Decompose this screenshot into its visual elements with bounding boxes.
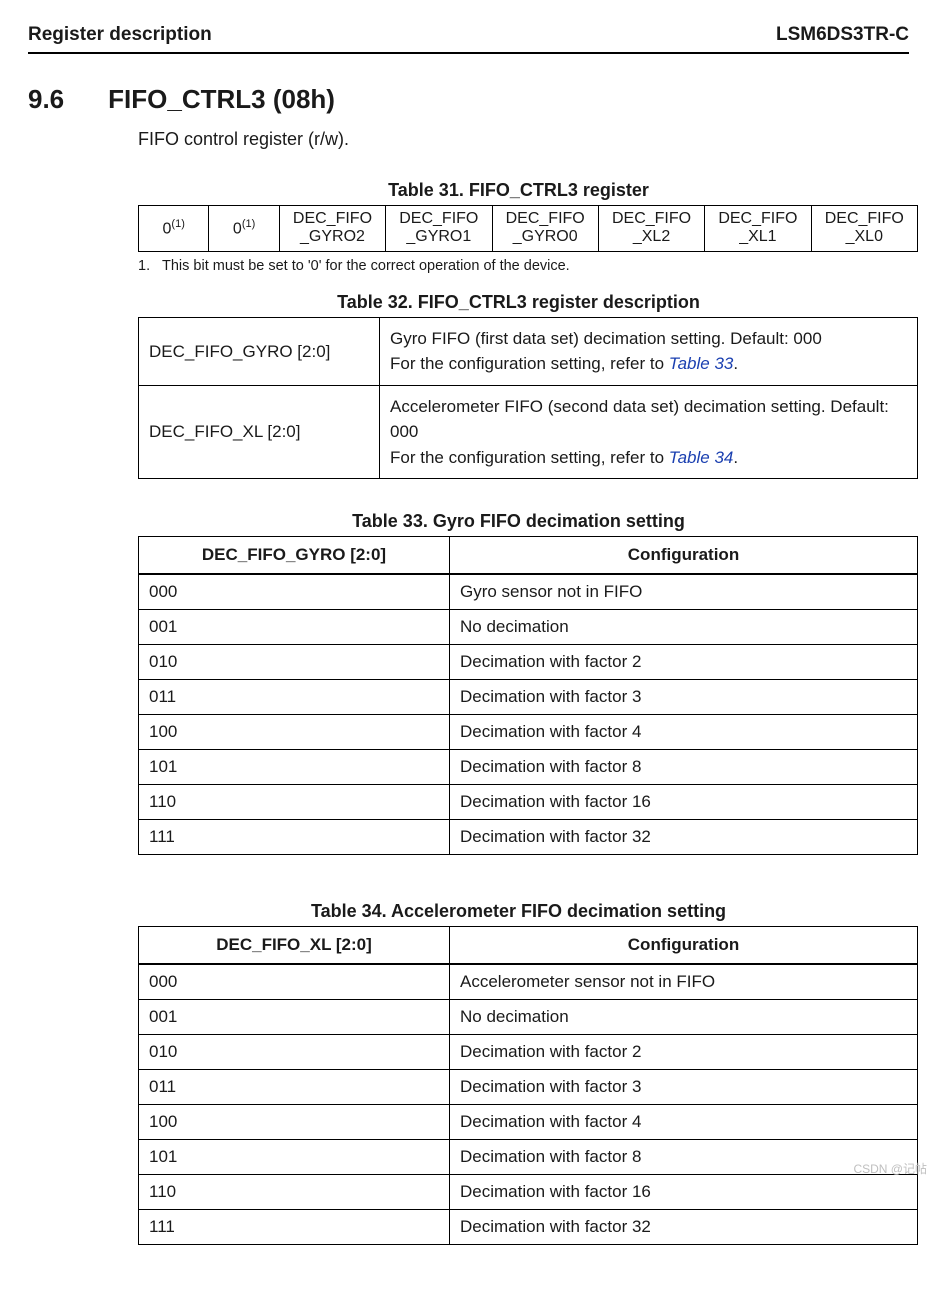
- table-cell-code: 100: [139, 715, 450, 750]
- table-row: 001No decimation: [139, 610, 918, 645]
- table-row: 010Decimation with factor 2: [139, 1035, 918, 1070]
- table31-cell: 0(1): [139, 206, 209, 252]
- table-cell-config: Decimation with factor 2: [450, 1035, 918, 1070]
- table-cell-code: 010: [139, 645, 450, 680]
- table33: DEC_FIFO_GYRO [2:0] Configuration 000Gyr…: [138, 536, 918, 855]
- section-number: 9.6: [28, 84, 64, 115]
- table-cell-config: Decimation with factor 8: [450, 750, 918, 785]
- table-cell-code: 010: [139, 1035, 450, 1070]
- table-cell-config: No decimation: [450, 610, 918, 645]
- table32-field-name: DEC_FIFO_GYRO [2:0]: [139, 317, 380, 385]
- table-cell-config: Decimation with factor 3: [450, 1070, 918, 1105]
- table-cell-code: 011: [139, 680, 450, 715]
- table32-field-desc: Gyro FIFO (first data set) decimation se…: [380, 317, 918, 385]
- table31-cell: DEC_FIFO_GYRO2: [279, 206, 385, 252]
- table-row: 000Accelerometer sensor not in FIFO: [139, 964, 918, 1000]
- page-header: Register description LSM6DS3TR-C: [28, 24, 909, 54]
- table-row: 110Decimation with factor 16: [139, 785, 918, 820]
- table-cell-config: Decimation with factor 8: [450, 1140, 918, 1175]
- table-cell-config: Decimation with factor 4: [450, 715, 918, 750]
- table-cell-config: Decimation with factor 32: [450, 820, 918, 855]
- table-cell-code: 110: [139, 785, 450, 820]
- table-row: 101Decimation with factor 8: [139, 750, 918, 785]
- table32: DEC_FIFO_GYRO [2:0]Gyro FIFO (first data…: [138, 317, 918, 480]
- table-cell-config: Decimation with factor 2: [450, 645, 918, 680]
- table33-caption: Table 33. Gyro FIFO decimation setting: [138, 511, 899, 532]
- table31-cell: DEC_FIFO_GYRO0: [492, 206, 598, 252]
- table-row: 011Decimation with factor 3: [139, 680, 918, 715]
- header-right: LSM6DS3TR-C: [776, 24, 909, 46]
- table-row: 101Decimation with factor 8: [139, 1140, 918, 1175]
- table-cell-config: Decimation with factor 32: [450, 1210, 918, 1245]
- section-heading: 9.6 FIFO_CTRL3 (08h): [28, 84, 909, 115]
- table31-caption: Table 31. FIFO_CTRL3 register: [138, 180, 899, 201]
- table-row: 010Decimation with factor 2: [139, 645, 918, 680]
- table34: DEC_FIFO_XL [2:0] Configuration 000Accel…: [138, 926, 918, 1245]
- table-row: 000Gyro sensor not in FIFO: [139, 574, 918, 610]
- table34-caption: Table 34. Accelerometer FIFO decimation …: [138, 901, 899, 922]
- table-cell-config: Decimation with factor 16: [450, 785, 918, 820]
- table-ref-link[interactable]: Table 33: [669, 354, 734, 373]
- table-cell-config: Gyro sensor not in FIFO: [450, 574, 918, 610]
- table34-header-1: Configuration: [450, 927, 918, 965]
- table31-cell: 0(1): [209, 206, 279, 252]
- table-cell-code: 011: [139, 1070, 450, 1105]
- table34-header-0: DEC_FIFO_XL [2:0]: [139, 927, 450, 965]
- table-row: 001No decimation: [139, 1000, 918, 1035]
- table32-field-desc: Accelerometer FIFO (second data set) dec…: [380, 385, 918, 479]
- table-row: 100Decimation with factor 4: [139, 1105, 918, 1140]
- table-cell-code: 000: [139, 964, 450, 1000]
- table-cell-code: 101: [139, 1140, 450, 1175]
- table-cell-config: Accelerometer sensor not in FIFO: [450, 964, 918, 1000]
- table-cell-config: Decimation with factor 4: [450, 1105, 918, 1140]
- footnote-num: 1.: [138, 258, 152, 274]
- footnote-1: 1. This bit must be set to '0' for the c…: [138, 258, 899, 274]
- table32-field-name: DEC_FIFO_XL [2:0]: [139, 385, 380, 479]
- watermark: CSDN @记帖: [853, 1160, 927, 1177]
- table-row: 100Decimation with factor 4: [139, 715, 918, 750]
- table-row: 011Decimation with factor 3: [139, 1070, 918, 1105]
- table-cell-code: 110: [139, 1175, 450, 1210]
- section-title: FIFO_CTRL3 (08h): [108, 84, 335, 115]
- table-row: 110Decimation with factor 16: [139, 1175, 918, 1210]
- header-left: Register description: [28, 24, 212, 46]
- table31-cell: DEC_FIFO_XL0: [811, 206, 917, 252]
- table31-cell: DEC_FIFO_GYRO1: [386, 206, 492, 252]
- table-ref-link[interactable]: Table 34: [669, 448, 734, 467]
- table-cell-code: 111: [139, 1210, 450, 1245]
- table33-header-1: Configuration: [450, 537, 918, 575]
- table31-cell: DEC_FIFO_XL1: [705, 206, 811, 252]
- table-cell-code: 001: [139, 1000, 450, 1035]
- table-cell-code: 000: [139, 574, 450, 610]
- table-cell-config: No decimation: [450, 1000, 918, 1035]
- table31: 0(1)0(1)DEC_FIFO_GYRO2DEC_FIFO_GYRO1DEC_…: [138, 205, 918, 252]
- table-cell-code: 100: [139, 1105, 450, 1140]
- table-cell-code: 001: [139, 610, 450, 645]
- table-cell-config: Decimation with factor 16: [450, 1175, 918, 1210]
- table-row: 111Decimation with factor 32: [139, 1210, 918, 1245]
- table33-header-0: DEC_FIFO_GYRO [2:0]: [139, 537, 450, 575]
- table-cell-config: Decimation with factor 3: [450, 680, 918, 715]
- table32-caption: Table 32. FIFO_CTRL3 register descriptio…: [138, 292, 899, 313]
- table-cell-code: 101: [139, 750, 450, 785]
- table-row: 111Decimation with factor 32: [139, 820, 918, 855]
- footnote-text: This bit must be set to '0' for the corr…: [162, 258, 570, 274]
- section-subtitle: FIFO control register (r/w).: [138, 129, 909, 150]
- table31-cell: DEC_FIFO_XL2: [598, 206, 704, 252]
- table-cell-code: 111: [139, 820, 450, 855]
